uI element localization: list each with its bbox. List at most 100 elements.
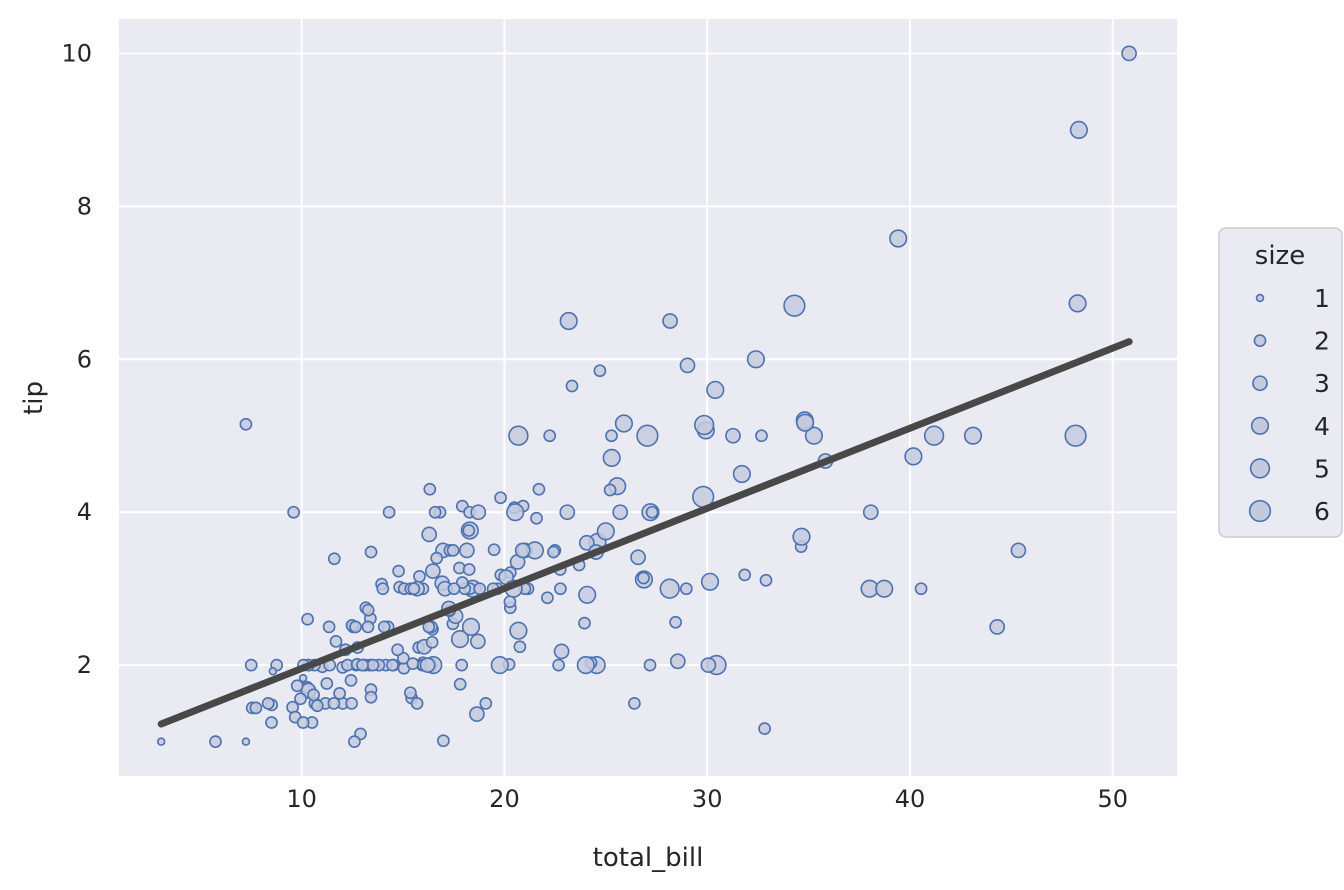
data-point [578,585,597,604]
data-point [755,429,768,443]
data-point [296,716,310,729]
data-point [307,688,320,702]
data-point [421,526,438,543]
data-point [241,737,251,746]
data-point [508,425,529,446]
data-point [578,534,595,551]
data-point [322,620,336,634]
data-point [559,504,576,521]
data-point [345,697,358,710]
y-tick-label: 2 [77,651,92,679]
data-point [425,563,441,579]
data-point [344,674,358,687]
data-point [461,617,481,637]
data-point [576,655,595,675]
data-point [470,633,486,650]
data-point [605,429,618,443]
legend-label: 4 [1314,412,1330,441]
axis-ticks: 10 20 30 40 50 2 4 6 8 10 [61,39,1128,813]
data-point [470,504,487,521]
legend-title: size [1255,241,1305,271]
data-point [156,737,166,746]
data-point [596,522,615,541]
data-point [423,482,437,496]
data-point [509,621,528,640]
data-point [490,655,509,675]
data-point [428,505,442,519]
data-point [700,657,717,673]
legend-label: 2 [1314,327,1330,356]
data-point [469,706,485,722]
data-point [1068,294,1087,313]
data-point [783,294,806,317]
y-tick-label: 4 [77,498,92,526]
legend-marker [1250,416,1270,435]
legend-marker [1249,458,1271,479]
data-point [565,379,579,393]
data-point [290,679,304,693]
data-point [513,640,527,654]
data-point [746,350,766,369]
data-point [455,658,469,672]
data-point [447,582,461,596]
data-point [547,545,560,559]
data-point [430,551,444,565]
data-point [628,697,641,710]
x-tick-label: 30 [692,785,723,813]
data-point [329,635,343,648]
data-point [348,735,361,748]
data-point [904,447,923,466]
data-point [804,426,824,445]
legend-box [1218,227,1343,538]
data-point [725,427,741,444]
legend-label: 1 [1314,284,1330,313]
data-point [593,364,607,378]
data-point [963,426,983,445]
data-point [612,504,629,521]
data-point [559,311,578,331]
data-point [914,582,928,596]
data-point [244,658,258,672]
plot-background [119,19,1177,776]
data-point [209,735,222,748]
regression-line [157,338,1133,728]
data-point [636,424,659,447]
legend-label: 6 [1314,497,1330,526]
data-point [875,579,894,598]
legend-label: 5 [1314,454,1330,483]
data-point [356,658,369,672]
data-point [659,578,680,599]
data-point [450,629,470,649]
data-point [298,673,308,683]
x-tick-label: 50 [1097,785,1128,813]
data-point [239,417,253,431]
y-tick-label: 8 [77,192,92,220]
data-point [265,716,278,729]
data-point [662,313,678,329]
data-point [364,545,378,559]
data-point [294,692,307,706]
data-point [333,687,346,700]
data-point [364,690,378,704]
data-point [532,482,546,496]
data-point [410,697,424,710]
data-point [514,542,531,559]
data-point [310,699,324,713]
data-point [923,425,945,446]
data-point [1064,424,1087,447]
data-point [889,229,908,248]
data-point [1069,120,1089,140]
data-point [732,464,752,484]
data-point [301,612,314,626]
data-point [268,666,278,676]
y-axis-label: tip [19,381,49,415]
data-point [530,511,543,525]
data-point [738,568,752,582]
data-point [386,658,399,672]
y-tick-label: 6 [77,345,92,373]
y-tick-label: 10 [61,39,92,67]
data-point [1010,542,1027,559]
data-point [694,414,715,436]
data-point [462,563,476,576]
data-point [361,603,375,617]
